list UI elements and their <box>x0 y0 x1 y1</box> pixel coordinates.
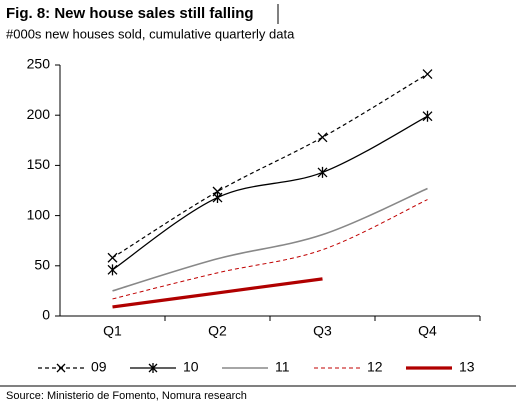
legend-label: 13 <box>459 359 475 375</box>
x-tick-label: Q4 <box>418 323 437 339</box>
x-tick-label: Q2 <box>208 323 227 339</box>
marker-star <box>317 166 328 178</box>
series-line <box>112 115 428 271</box>
legend-marker <box>56 363 66 373</box>
y-tick-label: 200 <box>27 106 51 122</box>
series-line <box>112 199 428 300</box>
y-tick-label: 0 <box>42 307 50 323</box>
legend-label: 09 <box>91 359 107 375</box>
y-tick-label: 150 <box>27 156 51 172</box>
marker-star <box>107 264 118 276</box>
x-tick-label: Q3 <box>313 323 332 339</box>
marker-x <box>422 69 433 79</box>
legend-marker <box>148 363 158 373</box>
series-line <box>112 73 428 259</box>
source: Source: Ministerio de Fomento, Nomura re… <box>6 390 247 402</box>
chart-subtitle: #000s new houses sold, cumulative quarte… <box>6 26 295 41</box>
marker-x <box>107 252 118 263</box>
chart-title: Fig. 8: New house sales still falling <box>6 5 254 22</box>
marker-star <box>212 192 223 204</box>
y-tick-label: 250 <box>27 56 51 72</box>
y-tick-label: 100 <box>27 206 51 222</box>
x-tick-label: Q1 <box>103 323 122 339</box>
legend-label: 12 <box>367 359 383 375</box>
legend-label: 10 <box>183 359 199 375</box>
series-line <box>112 187 428 292</box>
marker-star <box>422 110 433 122</box>
legend-label: 11 <box>275 359 290 375</box>
y-tick-label: 50 <box>34 257 50 273</box>
marker-x <box>317 132 328 143</box>
series-line <box>112 277 323 309</box>
